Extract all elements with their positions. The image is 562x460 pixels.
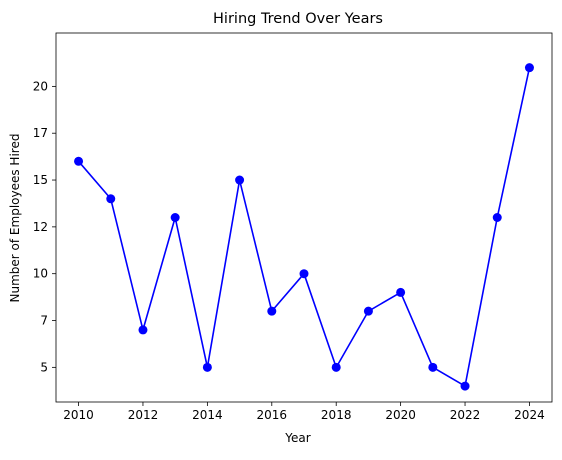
data-point-2013	[170, 213, 180, 222]
data-point-2011	[106, 194, 116, 204]
x-tick-label: 2014	[192, 408, 223, 422]
x-tick-label: 2024	[514, 408, 545, 422]
data-point-2015	[235, 175, 245, 185]
data-point-2018	[331, 362, 341, 372]
x-tick-label: 2016	[257, 408, 288, 422]
y-tick-label: 10	[33, 267, 48, 281]
data-point-2017	[299, 269, 309, 279]
x-tick-label: 2022	[450, 408, 481, 422]
y-tick-label: 7	[40, 314, 48, 328]
data-point-2012	[138, 325, 148, 335]
ticks-layer: 2010 2012 2014 2016 2018 2020 2022 2024 5 7 10 12 15…	[33, 79, 545, 422]
chart-title: Hiring Trend Over Years	[213, 11, 383, 27]
data-point-2014	[202, 362, 212, 372]
y-tick-label: 5	[40, 360, 48, 374]
y-axis-label: Number of Employees Hired	[8, 134, 22, 303]
x-tick-label: 2012	[128, 408, 159, 422]
x-axis-label: Year	[284, 431, 310, 445]
series-layer	[74, 63, 534, 391]
data-point-2023	[492, 213, 502, 222]
x-tick-label: 2020	[385, 408, 416, 422]
y-tick-label: 20	[33, 79, 48, 93]
data-point-2020	[396, 287, 406, 297]
plot-frame	[55, 32, 553, 403]
x-tick-label: 2018	[321, 408, 352, 422]
data-point-2022	[460, 381, 470, 391]
y-tick-label: 12	[33, 220, 48, 234]
data-point-2024	[524, 63, 534, 73]
data-point-2021	[428, 362, 438, 372]
x-tick-label: 2010	[63, 408, 94, 422]
y-tick-label: 15	[33, 173, 48, 187]
y-tick-label: 17	[33, 126, 48, 140]
data-point-2019	[363, 306, 373, 316]
data-point-2010	[74, 156, 84, 166]
data-point-2016	[267, 306, 277, 316]
